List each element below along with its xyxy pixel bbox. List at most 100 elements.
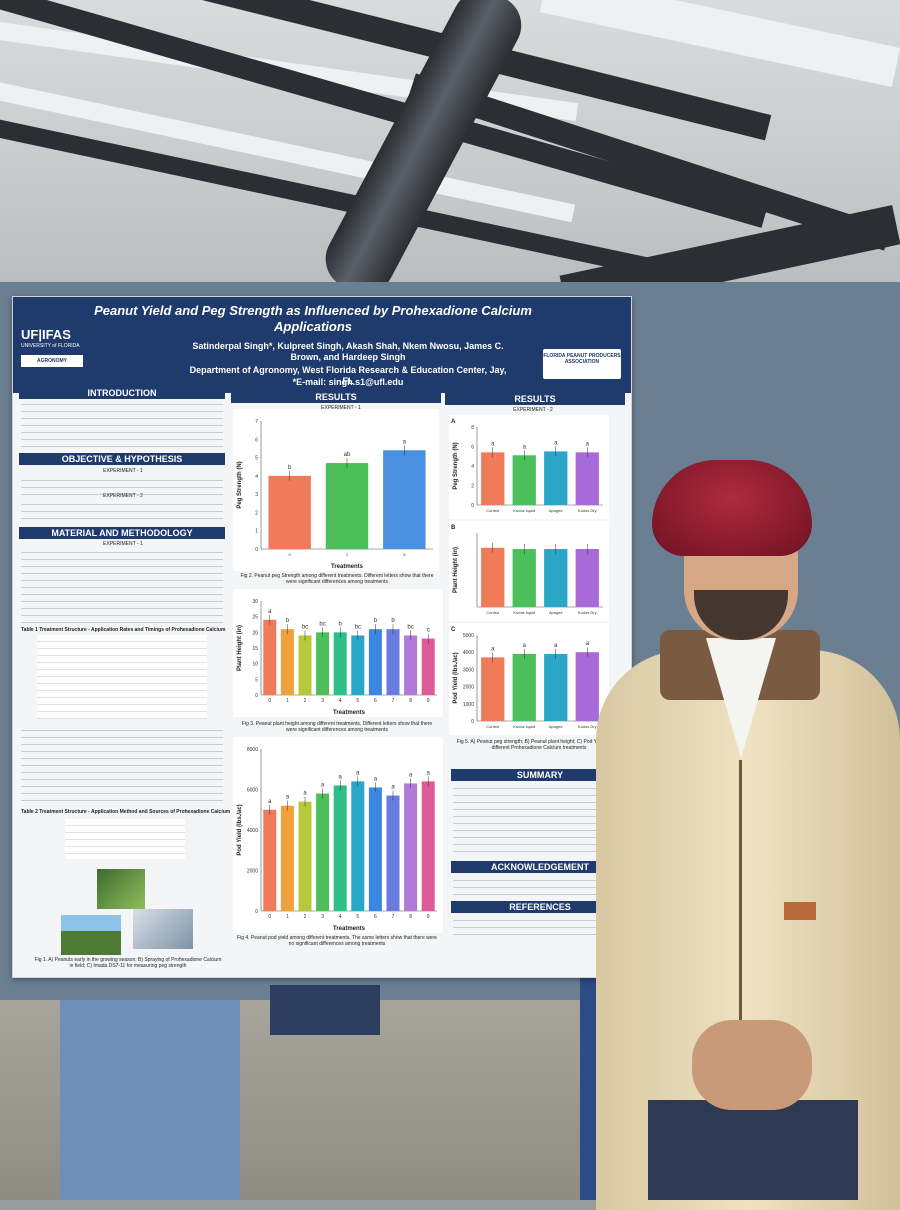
significance-letter: a: [554, 440, 558, 446]
bar: [268, 475, 311, 549]
x-tick-label: Control: [486, 508, 499, 513]
poster-email: *E-mail: singh.s1@ufl.edu: [292, 377, 404, 387]
table1: [37, 635, 207, 719]
bar: [481, 657, 505, 721]
bar: [368, 629, 382, 695]
bar: [575, 452, 599, 505]
x-axis-label: Treatments: [333, 710, 366, 716]
panel-letter: B: [451, 525, 456, 531]
acknowledgement-heading: ACKNOWLEDGEMENT: [451, 861, 629, 873]
table2: [65, 819, 185, 859]
significance-letter: a: [374, 776, 378, 782]
exp2-peg-strength-chart: 0 2 4 6 8 a Control a Kudos liquid a Apogee a Kudos …: [449, 415, 609, 519]
jeans: [648, 1100, 858, 1200]
objective-experiment2-label: EXPERIMENT - 2: [103, 493, 143, 499]
significance-letter: bc: [319, 621, 325, 627]
methods-text-1: [21, 549, 223, 625]
significance-letter: a: [339, 774, 343, 780]
bar: [280, 805, 294, 911]
significance-letter: bc: [355, 624, 361, 630]
introduction-text: [21, 401, 223, 449]
x-tick-label: 8: [409, 914, 412, 920]
y-tick-label: 4000: [463, 650, 474, 656]
table2-title: Table 2 Treatment Structure - Applicatio…: [21, 809, 231, 815]
bar: [383, 450, 426, 549]
significance-letter: a: [491, 646, 495, 652]
warehouse-ceiling: [0, 0, 900, 330]
x-tick-label: 2: [304, 698, 307, 704]
acknowledgement-text: [453, 877, 629, 897]
results-experiment2-label: EXPERIMENT - 2: [513, 407, 553, 413]
y-axis-label: Peg Strength (N): [237, 461, 243, 508]
results-heading-left: RESULTS: [231, 391, 441, 403]
red-turban: [652, 460, 812, 556]
x-tick-label: 1: [286, 698, 289, 704]
y-tick-label: 0: [471, 503, 474, 509]
y-tick-label: 10: [252, 662, 258, 668]
significance-letter: a: [391, 785, 395, 791]
significance-letter: b: [339, 621, 343, 627]
bar: [544, 451, 568, 505]
y-tick-label: 4000: [247, 828, 258, 834]
bar: [325, 463, 369, 549]
significance-letter: b: [286, 618, 290, 624]
x-tick-label: 0: [268, 914, 271, 920]
bar: [512, 549, 536, 607]
y-tick-label: 0: [255, 909, 258, 915]
x-tick-label: 2: [346, 552, 349, 557]
y-axis-label: Plant Height (in): [453, 547, 459, 593]
bar: [298, 801, 312, 911]
x-tick-label: Apogee: [549, 610, 564, 615]
agronomy-department-logo: AGRONOMY DEPARTMENT: [21, 355, 83, 376]
y-tick-label: 2000: [463, 685, 474, 691]
bar: [512, 653, 536, 721]
significance-letter: a: [286, 795, 290, 801]
significance-letter: a: [427, 770, 431, 776]
significance-letter: a: [409, 772, 413, 778]
significance-letter: a: [403, 439, 407, 445]
bar: [368, 787, 382, 911]
summary-heading: SUMMARY: [451, 769, 629, 781]
results-heading-right: RESULTS: [445, 393, 625, 405]
bar: [481, 452, 505, 505]
x-tick-label: 8: [409, 698, 412, 704]
bar: [421, 781, 435, 911]
significance-letter: c: [427, 628, 430, 634]
bar: [386, 629, 400, 695]
bar: [544, 549, 568, 607]
bar: [333, 632, 347, 695]
x-tick-label: 9: [427, 698, 430, 704]
y-tick-label: 5000: [463, 633, 474, 639]
jacket-zipper: [739, 760, 742, 1060]
bar: [575, 549, 599, 607]
y-axis-label: Pod Yield (lbs./ac): [237, 804, 243, 855]
bar: [351, 781, 365, 911]
significance-letter: a: [321, 783, 325, 789]
y-tick-label: 2000: [247, 869, 258, 875]
x-tick-label: 9: [427, 914, 430, 920]
fig1-peanut-field-photo: [97, 869, 145, 909]
y-tick-label: 0: [255, 693, 258, 699]
x-tick-label: 5: [356, 914, 359, 920]
bar: [298, 635, 312, 695]
significance-letter: a: [586, 641, 590, 647]
significance-letter: b: [374, 618, 378, 624]
significance-letter: a: [356, 770, 360, 776]
bar: [263, 619, 277, 695]
bar: [404, 635, 418, 695]
y-tick-label: 8: [471, 425, 474, 431]
methods-text-2: [21, 727, 223, 807]
jacket-badge: [784, 902, 816, 920]
x-tick-label: Apogee: [549, 508, 564, 513]
exp2-pod-yield-chart: 0 1000 2000 3000 4000 5000 a Control a Kudos liqu…: [449, 623, 609, 735]
background-person-legs: [270, 985, 380, 1035]
y-axis-label: Pod Yield (lbs./ac): [453, 652, 459, 703]
y-tick-label: 15: [252, 646, 258, 652]
significance-letter: a: [491, 441, 495, 447]
objective-experiment1-label: EXPERIMENT - 1: [103, 468, 143, 474]
bar: [481, 547, 505, 607]
y-axis-label: Peg Strength (N): [453, 442, 459, 489]
bar: [544, 653, 568, 721]
fig4-caption: Fig 4. Peanut pod yield among different …: [237, 935, 437, 947]
bar: [404, 783, 418, 911]
